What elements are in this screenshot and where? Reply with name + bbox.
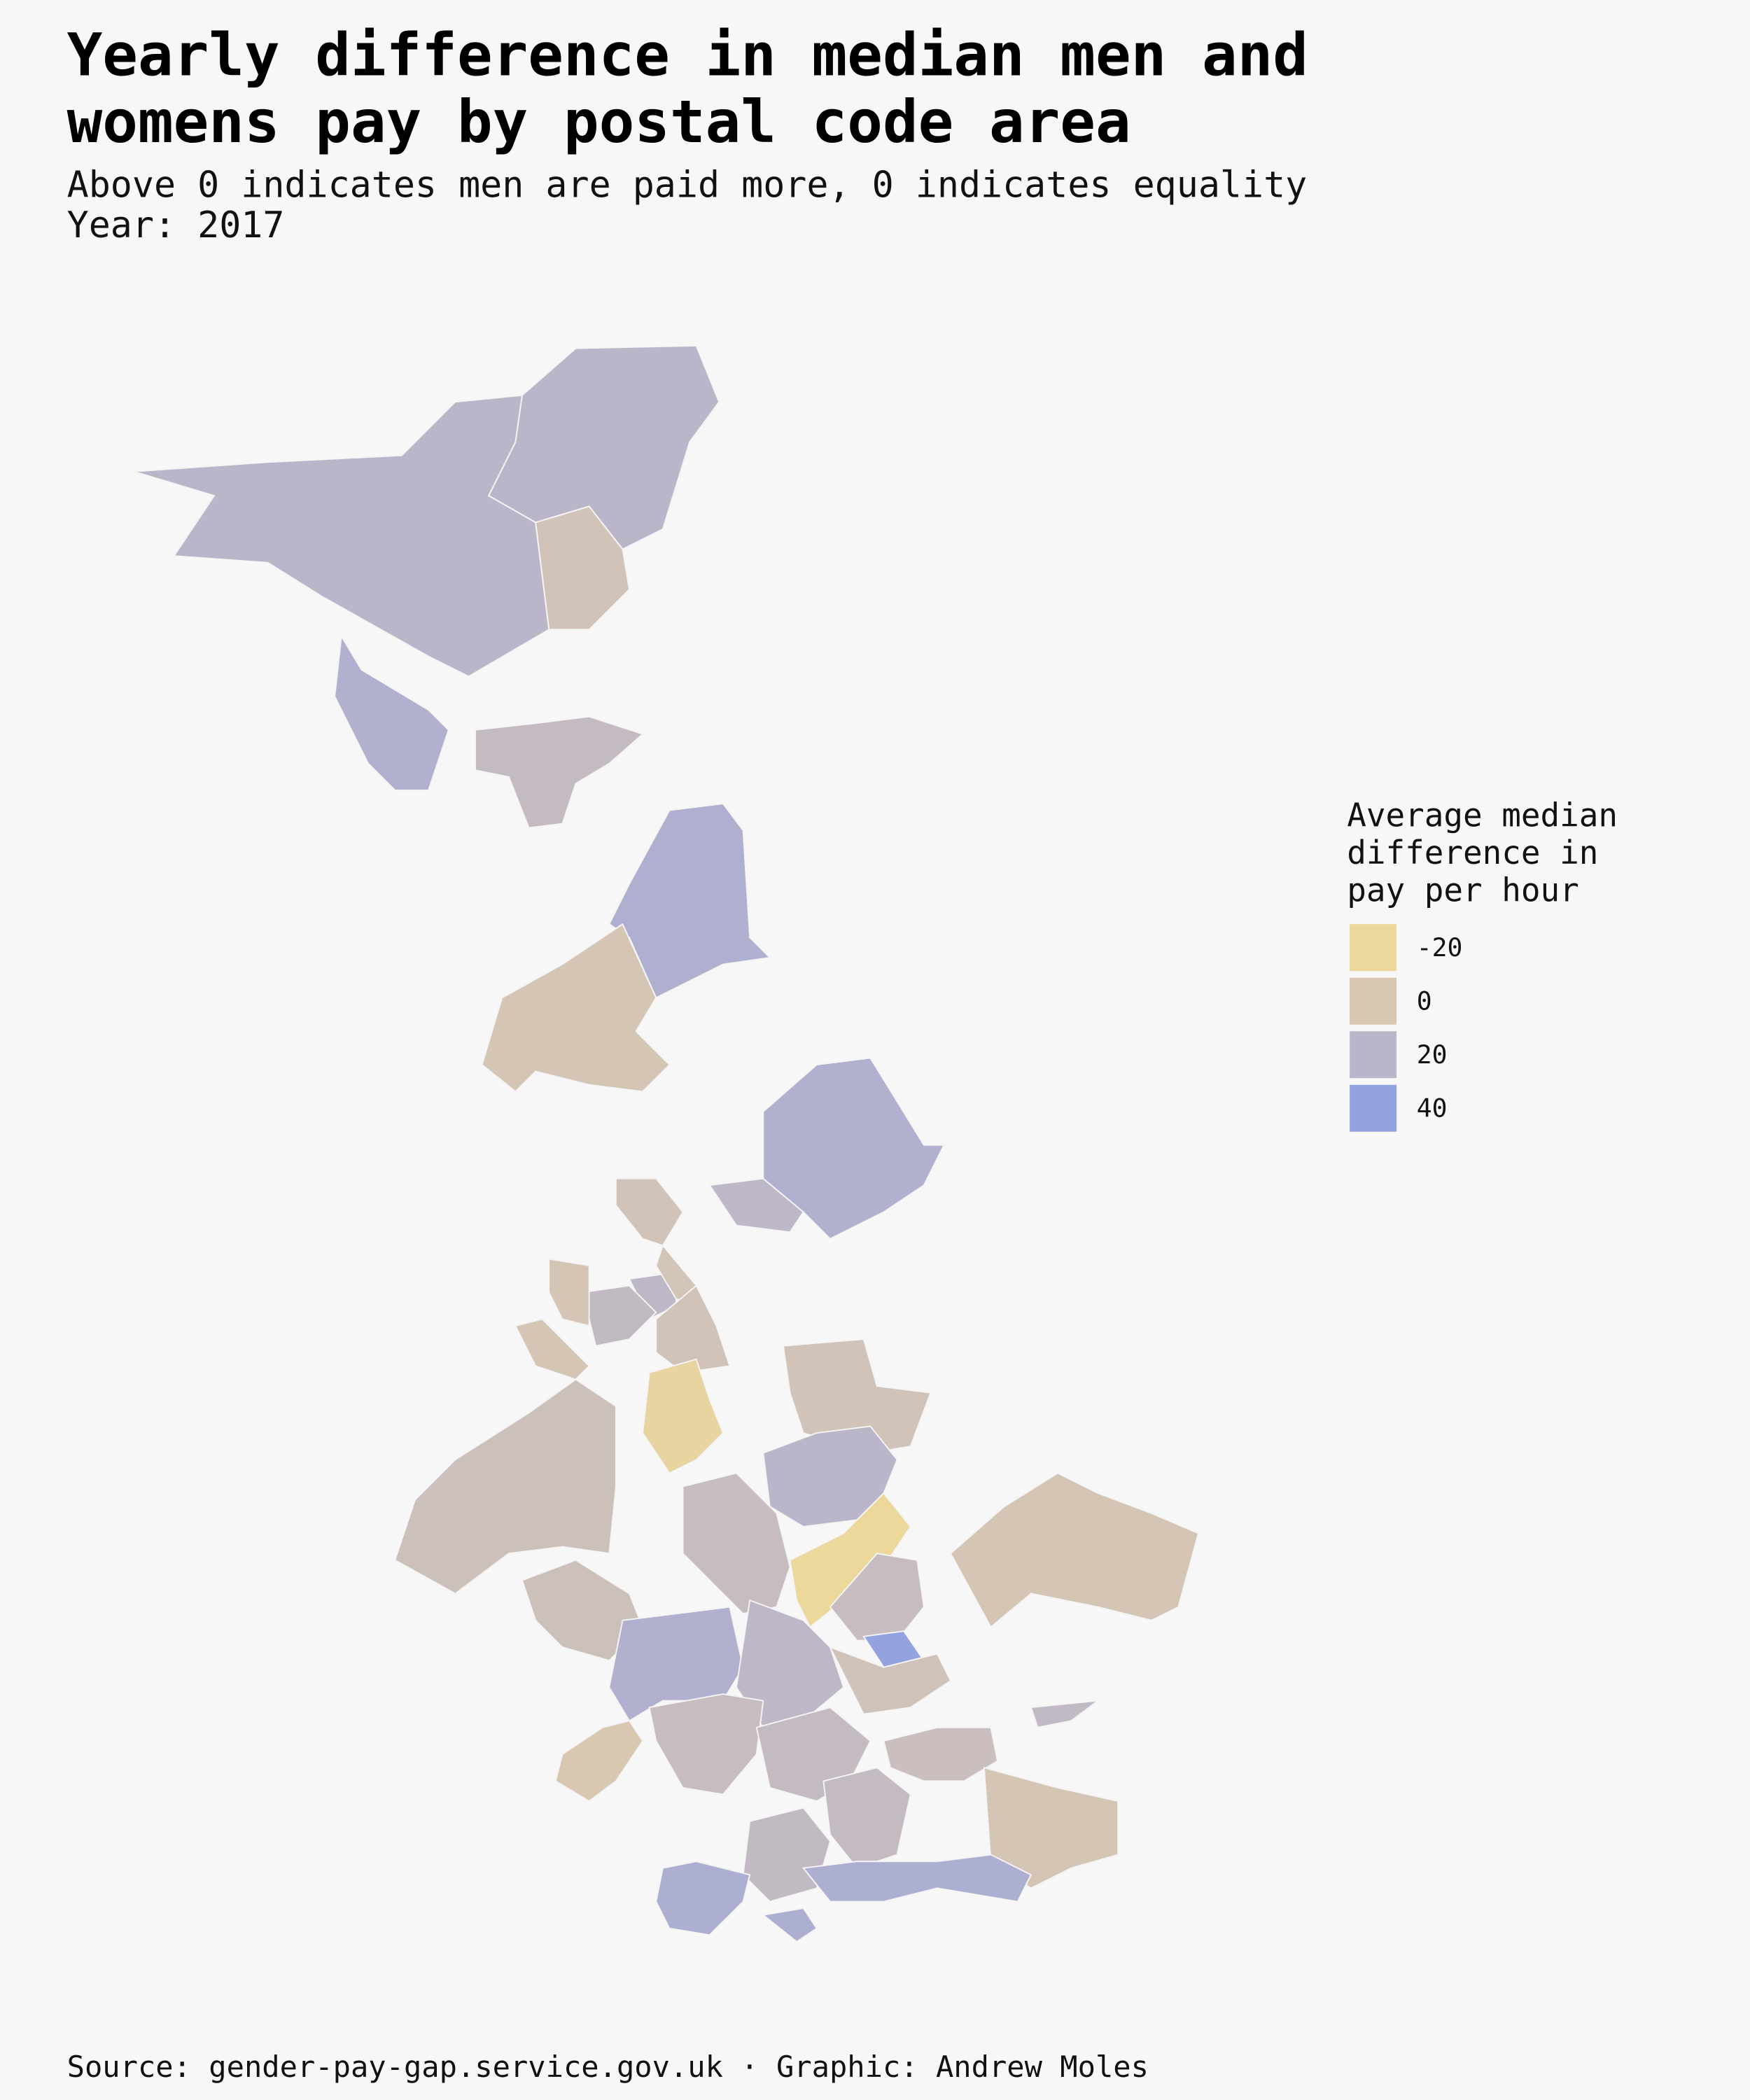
legend-swatch bbox=[1350, 924, 1397, 972]
region bbox=[655, 1861, 751, 1936]
region bbox=[655, 1284, 731, 1373]
region bbox=[487, 344, 720, 550]
region bbox=[708, 1177, 804, 1233]
legend-label: 20 bbox=[1417, 1040, 1448, 1070]
region bbox=[581, 1284, 657, 1347]
region bbox=[802, 1854, 1032, 1903]
legend-label: 0 bbox=[1417, 986, 1432, 1016]
legend-title-line: pay per hour bbox=[1347, 872, 1579, 909]
region bbox=[475, 715, 645, 829]
region bbox=[682, 1472, 791, 1615]
legend-label: 40 bbox=[1417, 1093, 1448, 1124]
title-line: Yearly difference in median men and bbox=[67, 20, 1308, 89]
legend: -20 0 20 40 bbox=[1350, 924, 1463, 1132]
source: Source: gender-pay-gap.service.gov.uk · … bbox=[67, 2050, 1149, 2084]
region bbox=[829, 1553, 925, 1642]
region bbox=[736, 1599, 845, 1728]
legend-swatch bbox=[1350, 1031, 1397, 1079]
region bbox=[822, 1767, 911, 1869]
region bbox=[334, 634, 449, 791]
region bbox=[481, 923, 671, 1093]
legend-swatch bbox=[1350, 1084, 1397, 1132]
legend-title-line: Average median bbox=[1347, 797, 1618, 834]
region bbox=[642, 1358, 724, 1474]
subtitle-line: Year: 2017 bbox=[67, 204, 285, 246]
regions bbox=[134, 344, 1200, 1943]
subtitle-line: Above 0 indicates men are paid more, 0 i… bbox=[67, 164, 1308, 206]
region bbox=[535, 505, 631, 631]
region bbox=[762, 1907, 818, 1943]
title-line: womens pay by postal code area bbox=[67, 88, 1131, 156]
region bbox=[949, 1472, 1200, 1628]
legend-label: -20 bbox=[1417, 932, 1463, 962]
region bbox=[548, 1258, 590, 1327]
region bbox=[394, 1378, 617, 1595]
legend-title-line: difference in bbox=[1347, 834, 1598, 872]
region bbox=[554, 1720, 644, 1802]
legend-swatch bbox=[1350, 977, 1397, 1025]
region bbox=[883, 1726, 999, 1782]
region bbox=[782, 1338, 932, 1454]
region bbox=[608, 803, 771, 999]
region bbox=[648, 1693, 764, 1795]
region bbox=[762, 1057, 946, 1240]
region bbox=[828, 1646, 952, 1715]
region bbox=[1030, 1700, 1100, 1728]
region bbox=[514, 1318, 590, 1380]
